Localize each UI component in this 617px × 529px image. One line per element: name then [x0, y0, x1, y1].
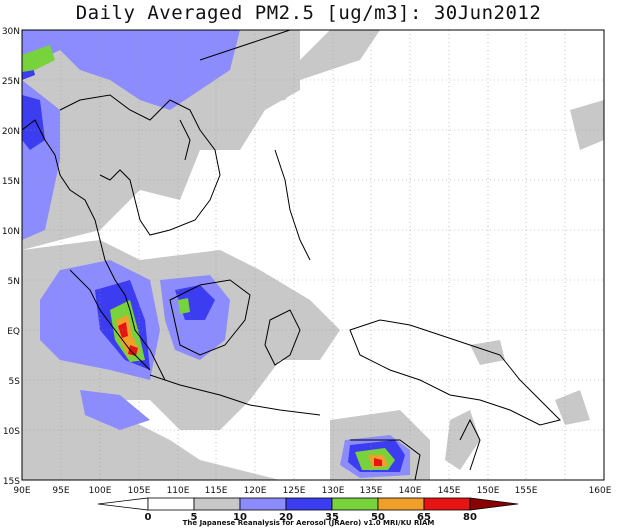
lon-label: 100E — [89, 486, 112, 496]
colorbar-label: 50 — [371, 512, 385, 523]
lat-label: 10N — [2, 227, 20, 237]
lat-label: 5S — [9, 377, 21, 387]
lat-label: 5N — [8, 277, 20, 287]
lon-label: 90E — [13, 486, 30, 496]
colorbar-bin-20-35 — [285, 497, 333, 511]
lat-label: 15S — [3, 477, 20, 487]
colorbar-bin-35-50 — [331, 497, 379, 511]
colorbar-label: 80 — [463, 512, 477, 523]
lon-label: 125E — [283, 486, 306, 496]
lon-label: 110E — [167, 486, 190, 496]
colorbar: 0 5 10 20 35 50 65 80 — [97, 497, 519, 523]
lon-label: 130E — [322, 486, 345, 496]
lon-label: 155E — [515, 486, 538, 496]
lat-label: 15N — [2, 177, 20, 187]
colorbar-label: 65 — [417, 512, 431, 523]
colorbar-label: 20 — [279, 512, 293, 523]
latitude-labels: 30N 25N 20N 15N 10N 5N EQ 5S 10S 15S — [2, 27, 20, 487]
lon-label: 115E — [205, 486, 228, 496]
lat-label: 10S — [3, 427, 20, 437]
lon-label: 135E — [360, 486, 383, 496]
lon-label: 95E — [52, 486, 69, 496]
colorbar-bin-50-65 — [377, 497, 425, 511]
lat-label: EQ — [7, 327, 20, 337]
colorbar-bin-65-80 — [423, 497, 471, 511]
lat-label: 30N — [2, 27, 20, 37]
lon-label: 140E — [399, 486, 422, 496]
coastlines — [22, 30, 561, 480]
colorbar-label: 5 — [191, 512, 198, 523]
lon-label: 105E — [128, 486, 151, 496]
lat-label: 20N — [2, 127, 20, 137]
colorbar-bin-0-5 — [147, 497, 195, 511]
map-frame — [21, 29, 605, 481]
colorbar-high-arrow — [469, 497, 519, 511]
graticule — [22, 30, 604, 480]
colorbar-label: 10 — [233, 512, 247, 523]
lon-label: 120E — [244, 486, 267, 496]
lon-label: 145E — [438, 486, 461, 496]
longitude-labels: 90E 95E 100E 105E 110E 115E 120E 125E 13… — [13, 486, 611, 496]
credit-line: The Japanese Reanalysis for Aerosol (JRA… — [182, 519, 435, 527]
colorbar-bin-5-10 — [193, 497, 241, 511]
map-title: Daily Averaged PM2.5 [ug/m3]: 30Jun2012 — [75, 2, 542, 24]
lon-label: 160E — [589, 486, 612, 496]
colorbar-label: 35 — [325, 512, 339, 523]
lon-label: 150E — [477, 486, 500, 496]
colorbar-bin-10-20 — [239, 497, 287, 511]
lat-label: 25N — [2, 77, 20, 87]
colorbar-label: 0 — [145, 512, 152, 523]
colorbar-low-arrow — [97, 497, 149, 511]
